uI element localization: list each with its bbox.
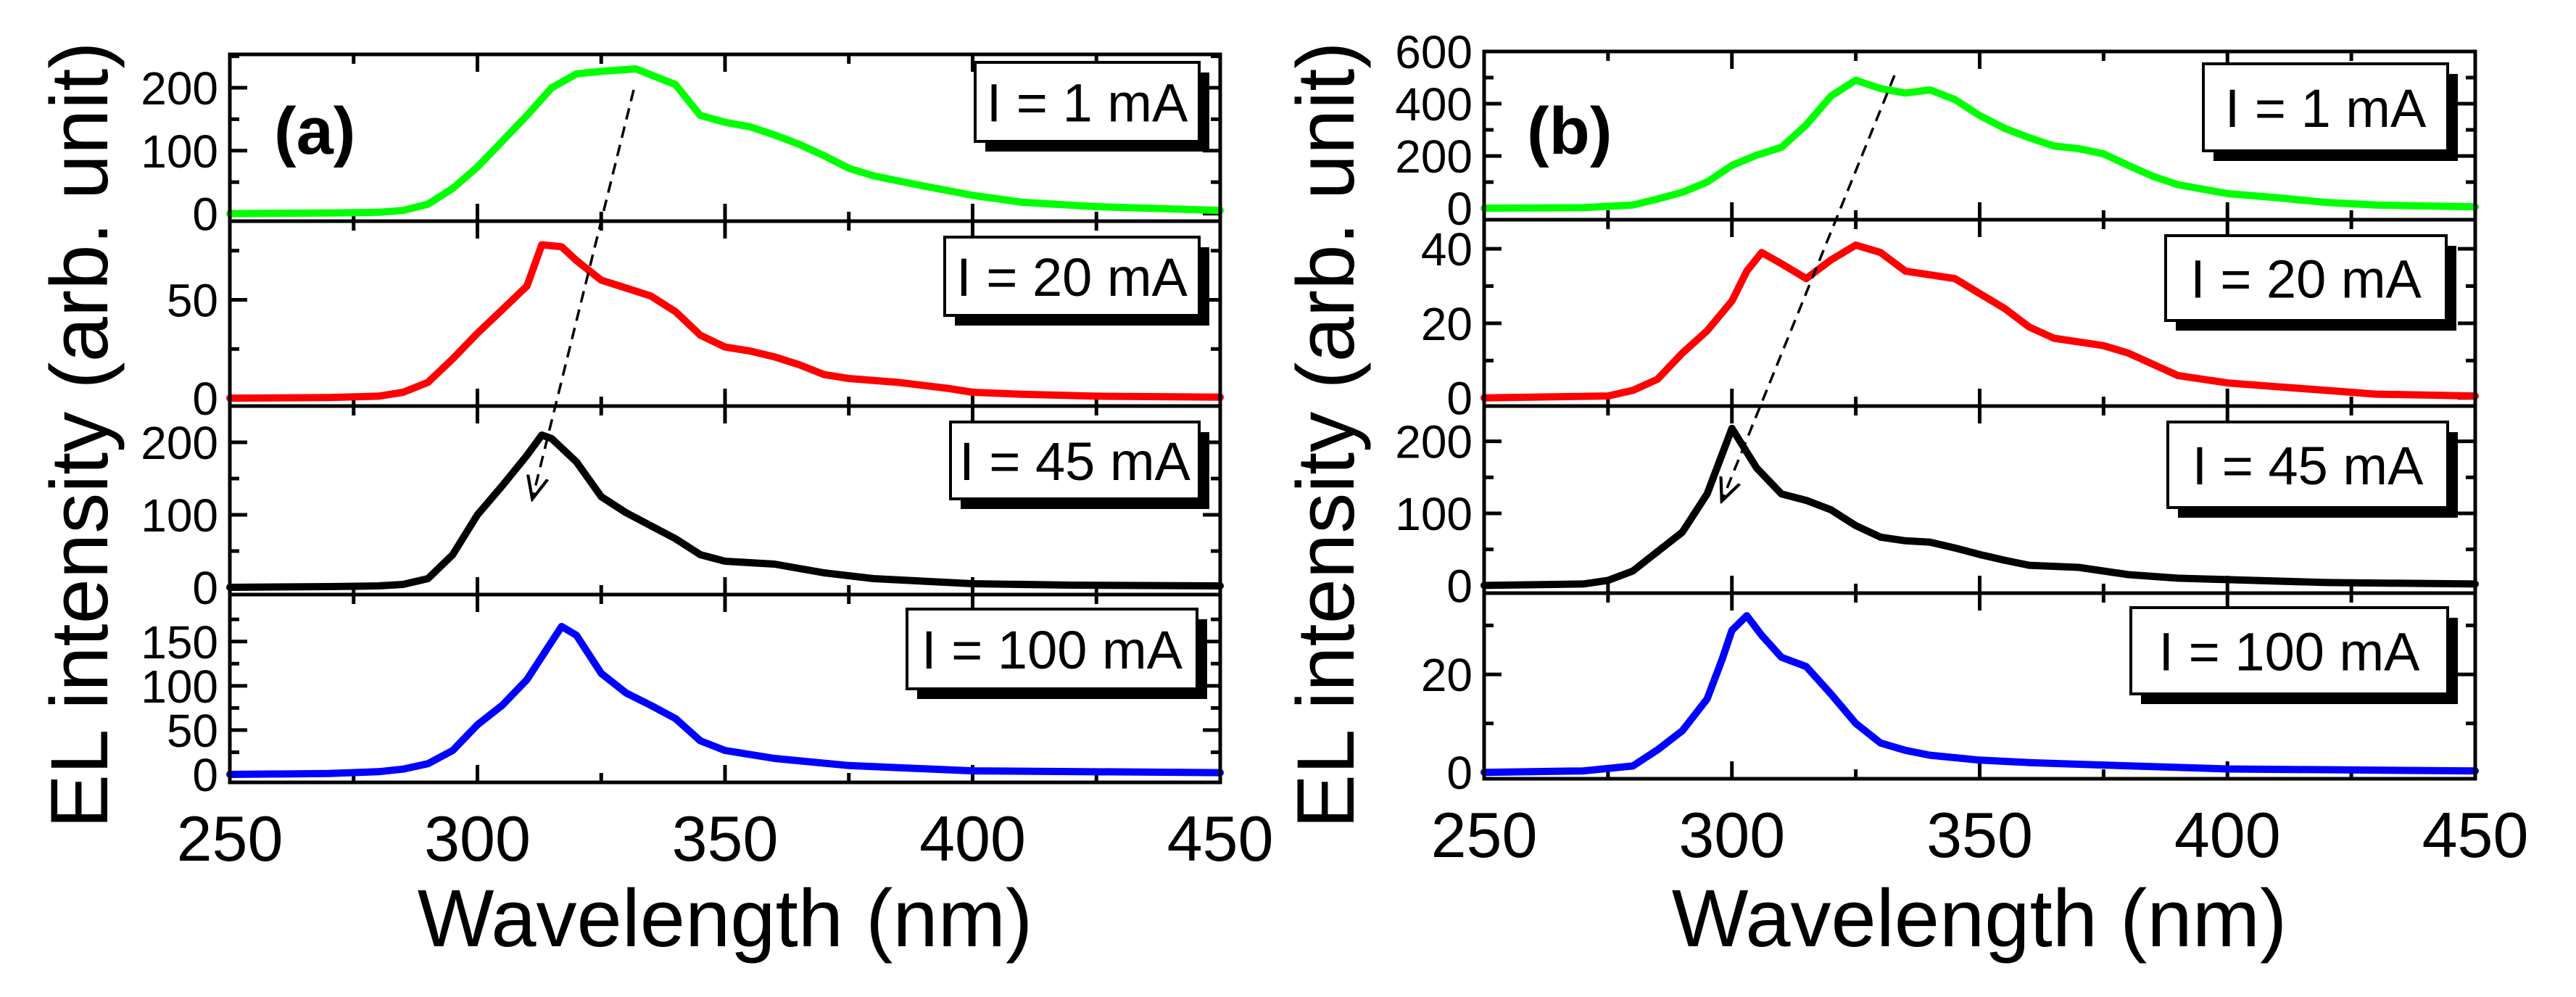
- x-tick-label: 250: [177, 803, 283, 874]
- x-tick-label: 350: [672, 803, 779, 874]
- x-tick-label: 400: [919, 803, 1026, 874]
- subplot-2: 0 20 40 I = 20 mA: [1421, 218, 2479, 425]
- y-tick-label: 0: [1446, 560, 1473, 612]
- subplot-3: 0 100 200 I = 45 mA: [141, 404, 1224, 614]
- legend-box: [2202, 62, 2449, 152]
- y-tick-label: 0: [192, 749, 218, 801]
- y-tick-label: 100: [141, 125, 218, 178]
- y-tick-label: 200: [141, 417, 218, 469]
- y-axis-title: EL intensity (arb. unit): [1280, 41, 1371, 828]
- panel-label: (a): [274, 94, 355, 168]
- x-tick-label: 300: [1678, 799, 1785, 871]
- x-axis-title: Wavelength (nm): [418, 873, 1033, 964]
- x-axis-title: Wavelength (nm): [1672, 873, 2287, 964]
- y-tick-label: 100: [141, 661, 218, 713]
- y-tick-label: 200: [141, 62, 218, 115]
- x-tick-label: 300: [424, 803, 531, 874]
- y-tick-label: 0: [1446, 183, 1473, 235]
- x-tick-label: 350: [1926, 799, 2033, 871]
- y-tick-label: 20: [1421, 298, 1473, 350]
- y-tick-label: 150: [141, 616, 218, 669]
- x-tick-label: 250: [1431, 799, 1538, 871]
- series-line-i-20-ma: [226, 241, 1224, 402]
- series-line-i-100-ma: [1480, 612, 2479, 777]
- y-tick-label: 50: [167, 705, 218, 757]
- legend-label: I = 45 mA: [959, 431, 1190, 492]
- y-tick-label: 50: [167, 275, 218, 327]
- legend-label: I = 45 mA: [2192, 436, 2424, 496]
- y-tick-label: 200: [1395, 131, 1473, 183]
- x-tick-label: 450: [1167, 803, 1274, 874]
- legend-label: I = 20 mA: [956, 247, 1188, 307]
- series-line-i-1-ma: [1480, 76, 2479, 212]
- y-tick-label: 0: [192, 562, 218, 614]
- y-tick-label: 0: [1446, 373, 1473, 425]
- legend-label: I = 1 mA: [2225, 78, 2427, 138]
- y-tick-label: 100: [1395, 488, 1473, 540]
- shift-arrow: [1723, 75, 1896, 499]
- legend-box: [2129, 606, 2449, 695]
- series-line-i-100-ma: [226, 623, 1224, 778]
- x-tick-label: 450: [2422, 799, 2529, 871]
- y-tick-label: 0: [1446, 747, 1473, 799]
- panel-label: (b): [1527, 94, 1612, 168]
- subplot-1: 0 100 200 I = 1 mA: [141, 52, 1224, 241]
- legend-label: I = 1 mA: [987, 73, 1188, 133]
- legend-box: [2164, 234, 2448, 322]
- legend-label: I = 100 mA: [2159, 622, 2421, 682]
- y-tick-label: 0: [192, 373, 218, 425]
- series-line-i-20-ma: [1480, 241, 2479, 402]
- legend-label: I = 20 mA: [2190, 249, 2422, 310]
- legend-box: [949, 421, 1201, 500]
- legend-label: I = 100 mA: [922, 620, 1183, 680]
- y-tick-label: 0: [192, 189, 218, 241]
- legend-box: [906, 608, 1198, 690]
- subplot-frame: [1482, 591, 2477, 781]
- y-tick-label: 200: [1395, 416, 1473, 468]
- subplot-3: 0 100 200 I = 45 mA: [1395, 404, 2479, 612]
- legend-box: [974, 61, 1201, 143]
- subplot-4: 0 20 I = 100 mA: [1421, 591, 2479, 799]
- x-tick-label: 400: [2174, 799, 2281, 871]
- shift-arrow: [533, 89, 635, 497]
- legend-box: [2166, 421, 2449, 509]
- series-line-i-45-ma: [226, 431, 1224, 591]
- y-tick-label: 40: [1421, 223, 1473, 276]
- y-tick-label: 400: [1395, 78, 1473, 131]
- y-tick-label: 20: [1421, 649, 1473, 701]
- subplot-frame: [228, 592, 1222, 785]
- series-line-i-45-ma: [1480, 424, 2479, 589]
- y-tick-label: 600: [1395, 26, 1473, 78]
- series-line-i-1-ma: [226, 65, 1224, 218]
- y-axis-title: EL intensity (arb. unit): [34, 41, 125, 828]
- legend-box: [943, 236, 1201, 317]
- y-tick-label: 100: [141, 489, 218, 542]
- subplot-2: 0 50 I = 20 mA: [167, 219, 1224, 425]
